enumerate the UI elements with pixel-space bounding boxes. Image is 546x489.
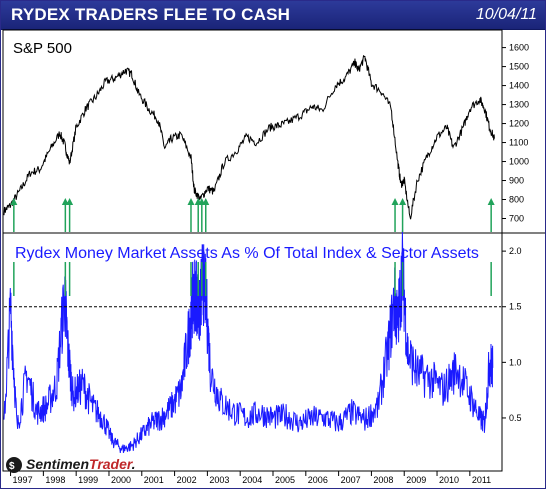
brand-name: SentimenTrader. — [26, 456, 135, 472]
top-ytick-label: 1000 — [509, 157, 529, 167]
sp500-line — [3, 55, 495, 220]
bottom-ytick-label: 1.5 — [509, 302, 522, 312]
logo-symbol: $ — [9, 461, 15, 472]
top-ytick-label: 800 — [509, 195, 524, 205]
top-ytick-label: 1200 — [509, 119, 529, 129]
chart-date: 10/04/11 — [475, 6, 537, 23]
x-tick-label: 2008 — [373, 475, 393, 485]
x-tick-label: 1997 — [13, 475, 33, 485]
x-tick-label: 2006 — [308, 475, 328, 485]
bottom-ytick-label: 0.5 — [509, 413, 522, 423]
arrow-up-icon — [391, 198, 399, 205]
arrow-up-icon — [10, 198, 18, 205]
arrow-up-icon — [399, 198, 407, 205]
top-ytick-label: 1400 — [509, 81, 529, 91]
title-bar: RYDEX TRADERS FLEE TO CASH 10/04/11 — [1, 1, 545, 30]
money-market-ratio-line — [3, 230, 494, 454]
x-tick-label: 1999 — [78, 475, 98, 485]
bottom-ytick-label: 2.0 — [509, 246, 522, 256]
x-tick-label: 2001 — [144, 475, 164, 485]
bottom-panel-title: Rydex Money Market Assets As % Of Total … — [15, 245, 479, 262]
x-tick-label: 2007 — [341, 475, 361, 485]
top-ytick-label: 1500 — [509, 62, 529, 72]
arrow-up-icon — [187, 198, 195, 205]
top-ytick-label: 1300 — [509, 100, 529, 110]
bottom-ytick-label: 1.0 — [509, 357, 522, 367]
brand-name-part2: Trader — [89, 456, 134, 472]
x-tick-label: 2010 — [439, 475, 459, 485]
x-tick-label: 1998 — [45, 475, 65, 485]
chart-title: RYDEX TRADERS FLEE TO CASH — [11, 5, 291, 24]
top-ytick-label: 900 — [509, 176, 524, 186]
arrow-up-icon — [66, 198, 74, 205]
arrow-up-icon — [487, 198, 495, 205]
top-ytick-label: 1100 — [509, 138, 528, 148]
x-tick-label: 2011 — [472, 475, 491, 485]
x-tick-label: 2009 — [406, 475, 426, 485]
brand-name-part3: . — [132, 456, 136, 472]
brand-name-part1: Sentimen — [26, 456, 89, 472]
logo-circle-icon — [6, 457, 22, 473]
x-tick-label: 2000 — [111, 475, 131, 485]
brand-logo: $ SentimenTrader. — [6, 456, 135, 473]
top-ytick-label: 1600 — [509, 43, 529, 53]
x-tick-label: 2005 — [275, 475, 295, 485]
x-tick-label: 2002 — [177, 475, 197, 485]
top-ytick-label: 700 — [509, 214, 524, 224]
x-tick-label: 2004 — [242, 475, 262, 485]
top-panel-title: S&P 500 — [13, 40, 72, 57]
arrow-up-icon — [202, 198, 210, 205]
x-tick-label: 2003 — [209, 475, 229, 485]
